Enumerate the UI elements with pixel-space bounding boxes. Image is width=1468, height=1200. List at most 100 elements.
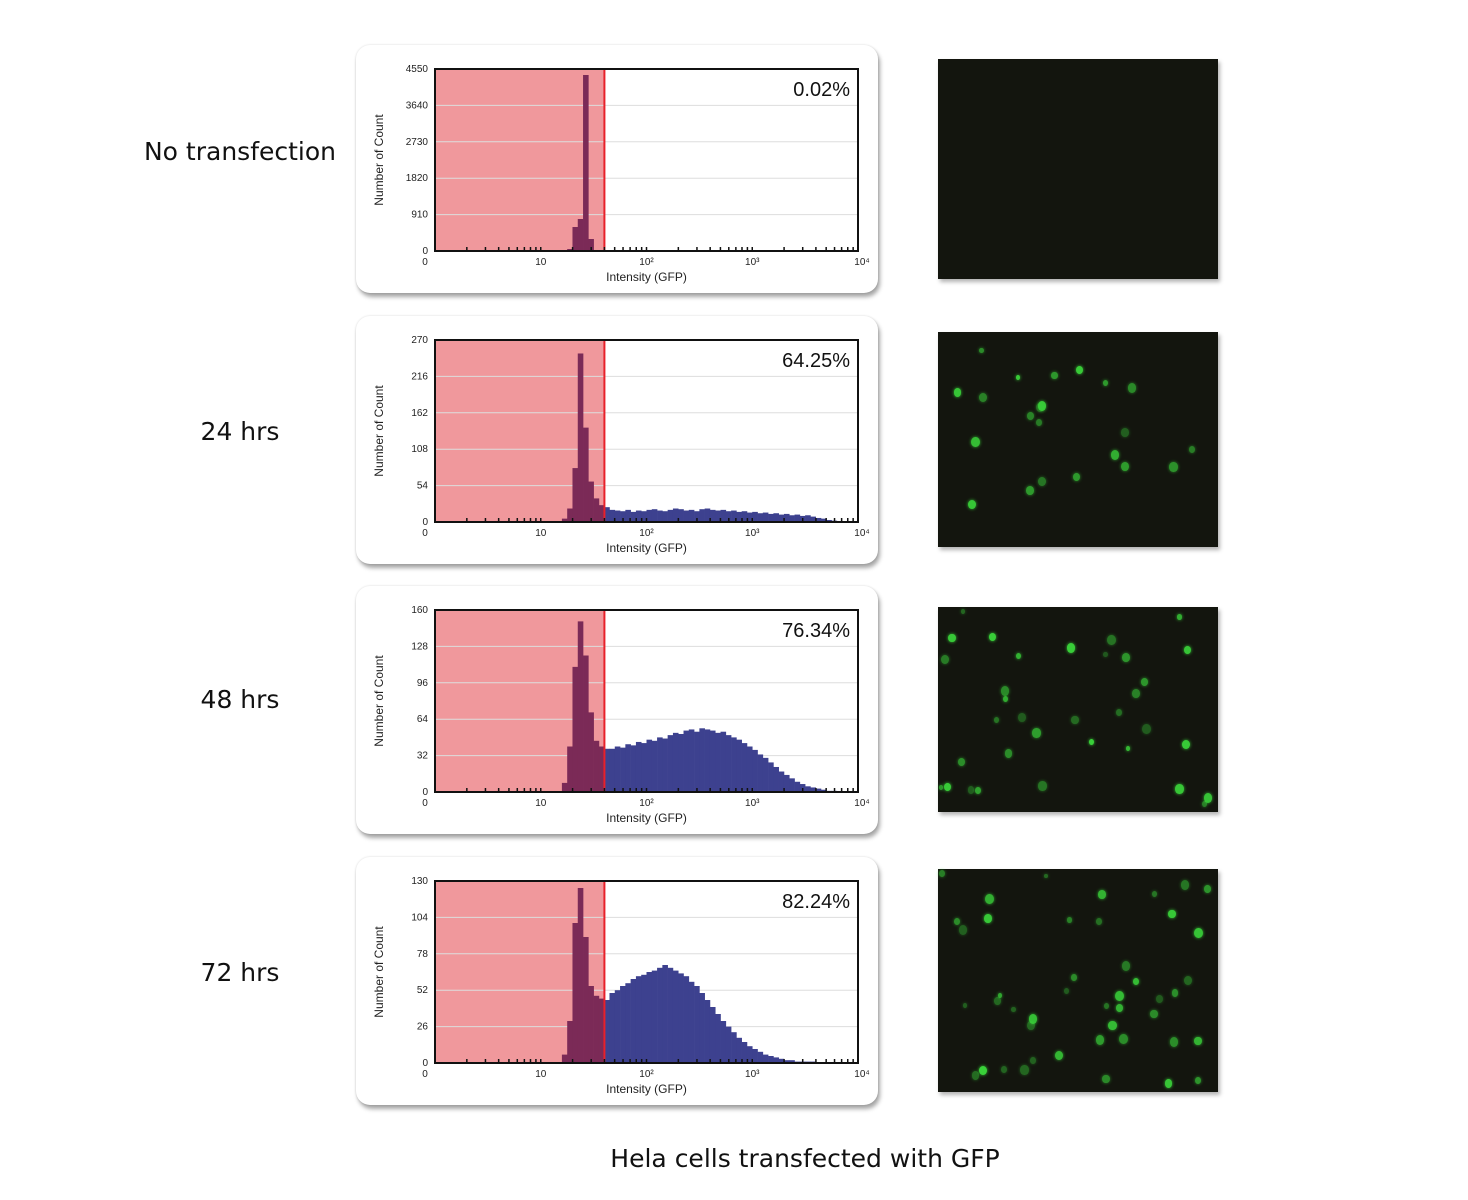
y-tick-label: 130 — [411, 876, 428, 887]
gfp-cell — [1028, 1014, 1038, 1025]
histogram-bar — [625, 744, 631, 792]
gfp-cell — [1155, 995, 1163, 1004]
histogram-bar — [572, 468, 579, 522]
histogram-bar — [572, 923, 579, 1063]
gfp-cell — [1164, 1079, 1173, 1089]
gfp-cell — [1044, 873, 1049, 879]
gfp-cell — [1103, 652, 1108, 658]
histogram-bar — [614, 510, 621, 522]
x-tick-label: 10⁴ — [854, 1069, 869, 1080]
histogram-bar — [588, 986, 594, 1063]
histogram-chart: 0 54 108 162 216 270 0 10 10² 10³ 10⁴ Intensity (GF… — [372, 335, 870, 555]
histogram-bar — [752, 511, 758, 522]
histogram-bar — [567, 1021, 573, 1063]
histogram-bar — [646, 509, 653, 522]
histogram-bar — [583, 655, 589, 792]
gfp-cell — [1204, 885, 1212, 893]
histogram-bar — [688, 981, 695, 1063]
histogram-bar — [783, 774, 790, 792]
histogram-bar — [768, 762, 774, 792]
y-tick-label: 3640 — [406, 100, 429, 111]
histogram-bar — [709, 730, 716, 792]
histogram-bar — [667, 509, 674, 522]
gfp-cell — [998, 992, 1003, 998]
gfp-cell — [958, 757, 966, 767]
histogram-bar — [694, 511, 700, 522]
gfp-cell — [963, 1003, 968, 1008]
gfp-cell — [1029, 1057, 1036, 1064]
x-axis-label: Intensity (GFP) — [606, 811, 687, 825]
gfp-cell — [970, 437, 980, 448]
gfp-cell — [1194, 1076, 1201, 1084]
histogram-bar — [667, 735, 674, 792]
histogram-bar — [794, 514, 801, 522]
y-axis-label: Number of Count — [372, 655, 386, 747]
histogram-bar — [678, 973, 684, 1063]
histogram-bar — [731, 1032, 737, 1063]
histogram-card-72hrs: 0 26 52 78 104 130 0 10 10² 10³ 10⁴ Intensity (GFP)… — [356, 857, 878, 1105]
gfp-cell — [1170, 1037, 1179, 1047]
gfp-cell — [978, 1066, 987, 1076]
histogram-bar — [715, 1014, 721, 1063]
x-tick-label: 10 — [535, 528, 547, 539]
histogram-bar — [593, 740, 600, 792]
histogram-bar — [704, 508, 711, 522]
gfp-cell — [1018, 712, 1026, 722]
histogram-bar — [641, 974, 647, 1063]
histogram-bar — [688, 509, 695, 522]
histogram-bar — [651, 740, 658, 792]
gfp-cell — [1140, 677, 1148, 686]
histogram-bar — [699, 728, 705, 792]
histogram-bar — [694, 986, 700, 1063]
histogram-bar — [646, 972, 653, 1063]
micrograph-48hrs — [938, 607, 1218, 812]
gfp-cell — [938, 785, 944, 791]
negative-gate-region — [435, 69, 605, 251]
histogram-bar — [625, 509, 631, 522]
gfp-cell — [994, 997, 1001, 1005]
histogram-bar — [720, 509, 727, 522]
histogram-bar — [577, 621, 584, 792]
gfp-cell — [1073, 473, 1081, 482]
histogram-bar — [741, 743, 748, 792]
positive-percentage: 0.02% — [793, 79, 850, 101]
histogram-bar — [620, 986, 626, 1063]
gfp-cell — [1167, 909, 1176, 919]
histogram-bar — [810, 787, 816, 792]
histogram-bar — [731, 510, 737, 522]
histogram-bar — [752, 1049, 758, 1063]
histogram-bar — [773, 766, 779, 792]
histogram-bar — [593, 498, 600, 522]
x-tick-label: 0 — [422, 798, 428, 809]
gfp-cell — [1035, 402, 1045, 413]
histogram-bar — [678, 509, 684, 522]
histogram-bar — [688, 729, 695, 792]
histogram-bar — [762, 757, 769, 792]
histogram-bar — [561, 1054, 568, 1063]
histogram-bar — [731, 737, 737, 792]
gfp-cell — [1004, 748, 1013, 758]
histogram-bar — [736, 739, 742, 792]
y-tick-label: 0 — [422, 517, 428, 528]
x-tick-label: 10³ — [745, 798, 760, 809]
gfp-cell — [953, 388, 962, 397]
histogram-bar — [683, 730, 690, 792]
gfp-cell — [1132, 689, 1141, 699]
y-tick-label: 26 — [417, 1022, 429, 1033]
histogram-bar — [635, 741, 642, 792]
histogram-bar — [593, 995, 600, 1063]
gfp-cell — [971, 1071, 980, 1080]
x-tick-label: 10⁴ — [854, 798, 869, 809]
gfp-cell — [1115, 708, 1122, 716]
histogram-bar — [657, 510, 663, 522]
gfp-cell — [1127, 383, 1137, 394]
gfp-cell — [1000, 1065, 1007, 1073]
x-axis-label: Intensity (GFP) — [606, 1082, 687, 1096]
y-tick-label: 64 — [417, 714, 429, 725]
gfp-cell — [1035, 418, 1042, 426]
row-label-48hrs: 48 hrs — [200, 685, 280, 714]
gfp-cell — [1177, 614, 1182, 620]
x-tick-label: 0 — [422, 1069, 428, 1080]
gfp-cell — [1026, 486, 1034, 495]
gfp-cell — [1026, 1021, 1035, 1031]
